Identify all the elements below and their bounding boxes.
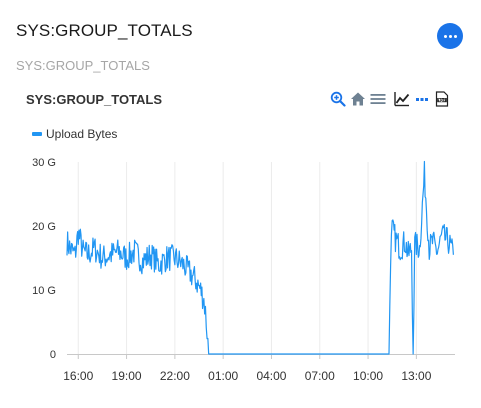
legend-label: Upload Bytes [46,127,118,141]
x-tick-label: 01:00 [208,369,238,383]
x-tick-label: 22:00 [160,369,190,383]
x-tick-label: 16:00 [63,369,93,383]
x-tick-label: 10:00 [353,369,383,383]
x-tick-label: 04:00 [256,369,286,383]
legend-swatch [32,132,42,136]
series-line-upload-bytes [66,160,454,355]
page-title: SYS:GROUP_TOTALS [16,21,193,40]
chart-title: SYS:GROUP_TOTALS [26,92,163,107]
y-tick-label: 0 [50,349,56,361]
zoom-in-icon[interactable] [328,89,348,109]
menu-icon[interactable] [368,89,388,109]
x-tick-label: 13:00 [401,369,431,383]
y-tick-label: 30 G [32,157,56,169]
x-tick-label: 19:00 [112,369,142,383]
ellipsis-icon[interactable] [412,89,432,109]
home-icon[interactable] [348,89,368,109]
y-tick-label: 10 G [32,285,56,297]
page-subtitle: SYS:GROUP_TOTALS [16,58,150,73]
chart-toolbar [328,89,452,109]
legend-item-upload-bytes[interactable]: Upload Bytes [32,127,117,141]
ellipsis-icon [443,34,447,38]
y-tick-label: 20 G [32,221,56,233]
line-chart-icon[interactable] [392,89,412,109]
more-options-button[interactable] [437,23,463,49]
pdf-export-icon[interactable] [432,89,452,109]
x-tick-label: 07:00 [305,369,335,383]
